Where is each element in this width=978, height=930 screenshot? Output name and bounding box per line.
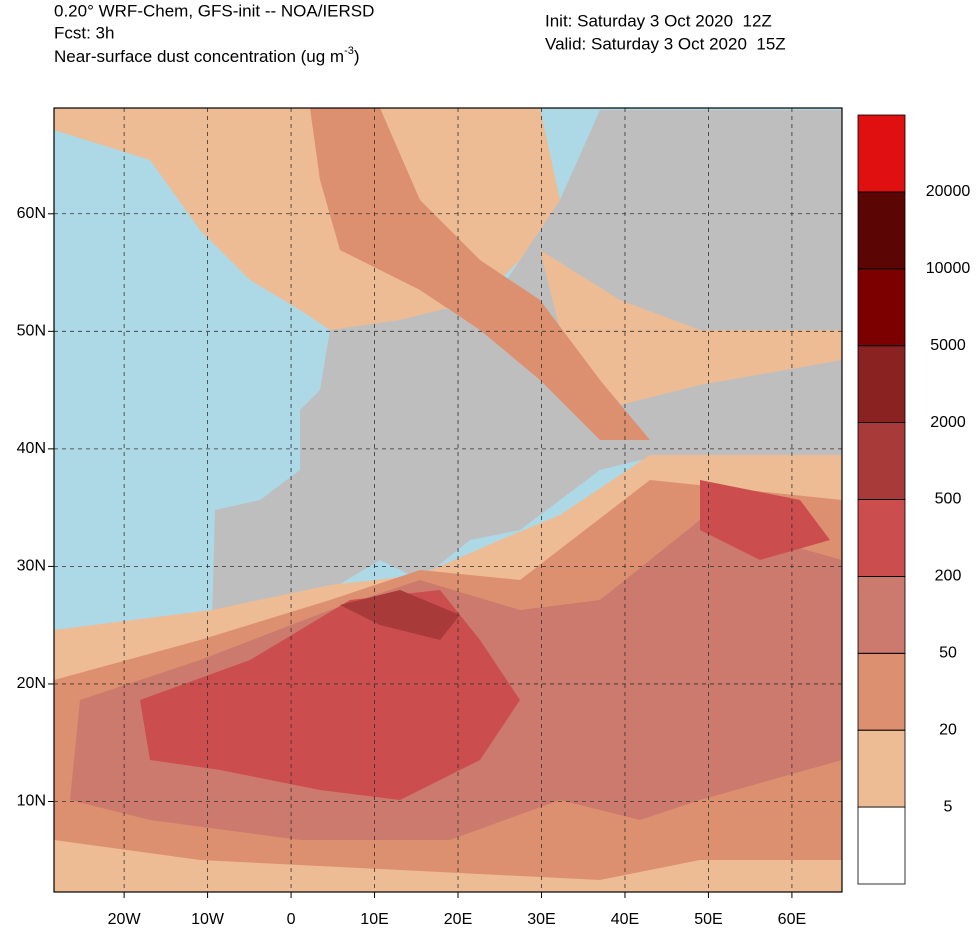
colorbar-label: 200 [935,568,962,585]
unit-exponent: -3 [344,45,354,57]
colorbar-label: 2000 [930,414,966,431]
x-tick-label: 50E [694,911,722,928]
y-tick-label: 10N [17,793,46,810]
valid-time: Valid: Saturday 3 Oct 2020 15Z [545,34,786,53]
dust-area [340,590,460,640]
variable-title: Near-surface dust concentration (ug m-3) [54,45,360,67]
x-tick-label: 20E [444,911,472,928]
x-tick-label: 60E [778,911,806,928]
map-field [54,108,842,892]
x-tick-label: 0 [287,911,296,928]
colorbar-label: 20 [939,721,957,738]
dust-area [540,250,842,405]
y-tick-label: 20N [17,675,46,692]
colorbar-label: 500 [935,491,962,508]
colorbar-box [857,499,906,577]
x-tick-label: 40E [611,911,639,928]
x-tick-label: 30E [527,911,555,928]
colorbar-label: 50 [939,645,957,662]
y-tick-label: 50N [17,323,46,340]
colorbar-label: 5000 [930,337,966,354]
colorbar-label: 20000 [926,183,971,200]
x-tick-label: 10W [191,911,225,928]
colorbar-box [857,576,906,654]
dust-area [140,590,520,800]
model-title: 0.20° WRF-Chem, GFS-init -- NOA/IERSD [54,1,374,20]
colorbar-box [857,191,906,270]
y-tick-label: 60N [17,205,46,222]
x-tick-label: 10E [360,911,388,928]
colorbar-label: 5 [944,798,953,815]
dust-area [310,108,650,440]
colorbar-box [857,422,906,500]
colorbar-label: 10000 [926,260,971,277]
colorbar-box [857,729,906,808]
variable-close: ) [354,47,360,66]
x-tick-label: 20W [108,911,142,928]
y-tick-label: 40N [17,440,46,457]
colorbar-box [857,268,906,347]
map-frame [53,107,843,893]
graticule: 20W 10W 0 10E 20E 30E 40E 50E 60E 10N 20N 30N 40N 50N… [17,108,842,928]
init-time: Init: Saturday 3 Oct 2020 12Z [545,11,772,30]
colorbar-box [857,345,906,424]
colorbar-box [857,806,906,885]
colorbar-box [857,114,906,193]
forecast-hour: Fcst: 3h [54,23,114,42]
dust-area [700,480,830,560]
land [212,110,842,630]
colorbar: 5 20 50 200 500 2000 5000 10000 20000 [857,114,971,885]
y-tick-label: 30N [17,558,46,575]
variable-text: Near-surface dust concentration (ug m [54,47,344,66]
colorbar-box [857,652,906,731]
